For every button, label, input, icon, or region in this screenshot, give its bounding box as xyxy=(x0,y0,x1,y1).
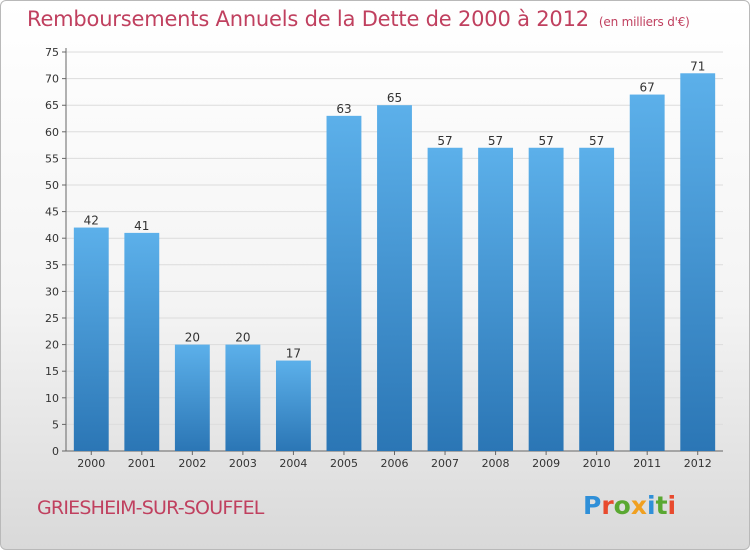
x-tick-label: 2002 xyxy=(178,457,206,470)
x-tick-label: 2000 xyxy=(77,457,105,470)
y-tick-label: 75 xyxy=(45,46,59,59)
x-tick-label: 2007 xyxy=(431,457,459,470)
bar-value-label: 65 xyxy=(387,91,402,105)
logo-letter: o xyxy=(613,491,631,520)
x-tick-label: 2011 xyxy=(633,457,661,470)
bar-value-label: 20 xyxy=(185,331,200,345)
bar-2003[interactable] xyxy=(225,344,261,451)
bar-2008[interactable] xyxy=(478,147,514,451)
x-tick-label: 2004 xyxy=(279,457,307,470)
bar-2009[interactable] xyxy=(528,147,564,451)
bar-value-label: 57 xyxy=(488,134,503,148)
y-tick-label: 50 xyxy=(45,179,59,192)
bar-2001[interactable] xyxy=(124,232,160,451)
y-tick-label: 35 xyxy=(45,259,59,272)
chart-title: Remboursements Annuels de la Dette de 20… xyxy=(27,7,690,31)
bar-value-label: 20 xyxy=(235,331,250,345)
bar-value-label: 57 xyxy=(437,134,452,148)
city-name: GRIESHEIM-SUR-SOUFFEL xyxy=(37,497,264,519)
bar-2000[interactable] xyxy=(73,227,109,451)
y-tick-label: 30 xyxy=(45,285,59,298)
y-tick-label: 60 xyxy=(45,126,59,139)
y-tick-label: 40 xyxy=(45,232,59,245)
bar-2007[interactable] xyxy=(427,147,463,451)
bar-2005[interactable] xyxy=(326,115,362,451)
bar-value-label: 17 xyxy=(286,347,301,361)
bar-value-label: 42 xyxy=(84,214,99,228)
x-tick-label: 2009 xyxy=(532,457,560,470)
bar-value-label: 67 xyxy=(640,81,655,95)
bar-2010[interactable] xyxy=(579,147,615,451)
y-tick-label: 70 xyxy=(45,73,59,86)
logo-letter: x xyxy=(630,491,647,520)
logo-letter: i xyxy=(647,491,656,520)
y-tick-label: 55 xyxy=(45,152,59,165)
bar-2004[interactable] xyxy=(275,360,311,451)
bar-2012[interactable] xyxy=(680,73,716,451)
y-tick-label: 20 xyxy=(45,339,59,352)
x-tick-label: 2012 xyxy=(684,457,712,470)
y-tick-label: 5 xyxy=(52,418,59,431)
y-tick-label: 15 xyxy=(45,365,59,378)
y-tick-label: 10 xyxy=(45,392,59,405)
y-tick-label: 65 xyxy=(45,99,59,112)
chart-title-text: Remboursements Annuels de la Dette de 20… xyxy=(27,7,589,31)
x-tick-label: 2010 xyxy=(583,457,611,470)
bar-value-label: 57 xyxy=(589,134,604,148)
x-tick-label: 2005 xyxy=(330,457,358,470)
logo-letter: i xyxy=(667,491,677,520)
bar-value-label: 63 xyxy=(336,102,351,116)
x-tick-label: 2001 xyxy=(128,457,156,470)
bar-value-label: 71 xyxy=(690,59,705,73)
proxiti-logo[interactable]: Proxiti xyxy=(583,491,676,520)
bar-2002[interactable] xyxy=(174,344,210,451)
logo-letter: r xyxy=(601,491,614,520)
y-tick-label: 45 xyxy=(45,206,59,219)
bar-2011[interactable] xyxy=(629,94,665,451)
y-tick-label: 0 xyxy=(52,445,59,458)
x-tick-label: 2008 xyxy=(482,457,510,470)
x-tick-label: 2003 xyxy=(229,457,257,470)
logo-letter: t xyxy=(655,491,668,520)
bar-value-label: 41 xyxy=(134,219,149,233)
bar-2006[interactable] xyxy=(377,105,412,451)
bar-value-label: 57 xyxy=(538,134,553,148)
x-tick-label: 2006 xyxy=(381,457,409,470)
logo-letter: P xyxy=(583,491,602,520)
chart-unit: (en milliers d'€) xyxy=(598,15,690,29)
y-tick-label: 25 xyxy=(45,312,59,325)
